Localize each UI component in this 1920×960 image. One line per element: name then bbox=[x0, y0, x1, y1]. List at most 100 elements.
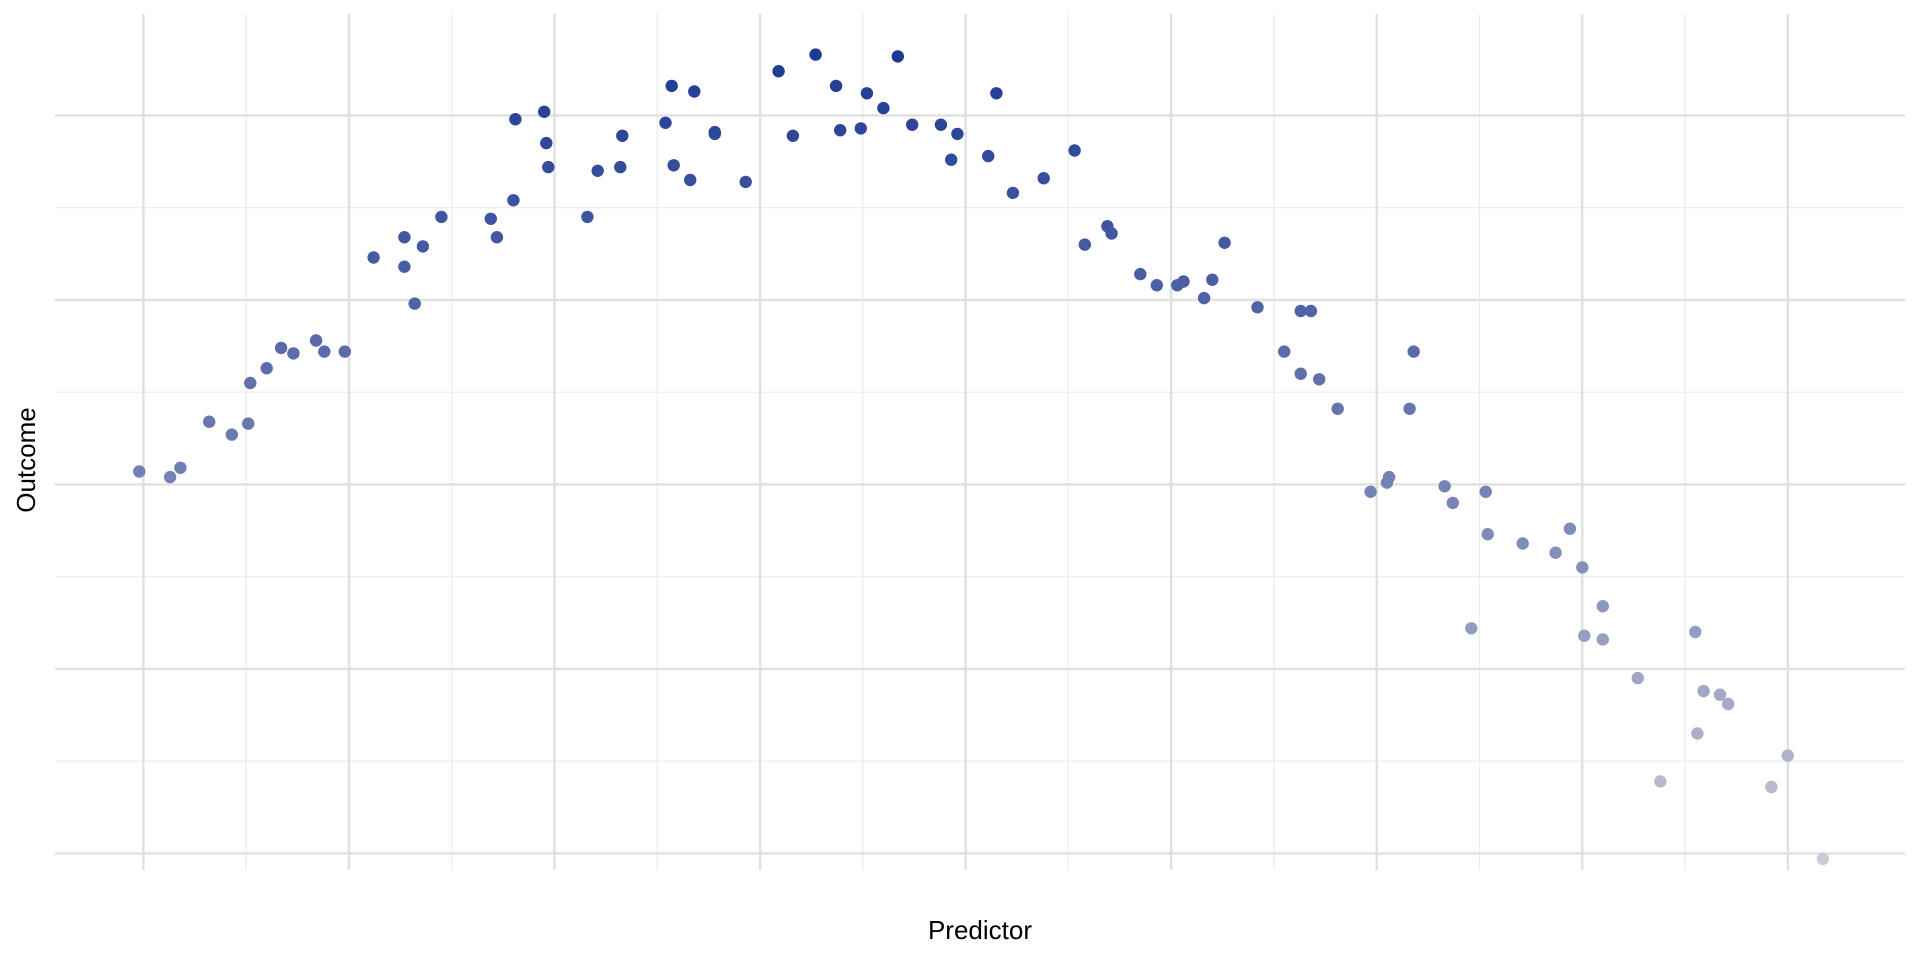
data-point bbox=[667, 159, 680, 172]
data-point bbox=[1068, 144, 1081, 157]
data-point bbox=[614, 160, 627, 174]
data-point bbox=[1631, 671, 1645, 685]
data-point bbox=[739, 175, 752, 189]
data-point bbox=[581, 210, 594, 224]
data-point bbox=[1578, 629, 1591, 642]
data-point bbox=[708, 127, 721, 141]
data-point bbox=[1197, 291, 1211, 305]
data-point bbox=[1781, 749, 1795, 762]
data-point bbox=[834, 124, 847, 137]
data-point bbox=[1516, 537, 1529, 550]
data-point bbox=[435, 210, 448, 224]
data-point bbox=[891, 50, 904, 63]
data-point bbox=[244, 376, 257, 390]
data-point bbox=[1331, 402, 1344, 415]
data-point bbox=[1294, 367, 1307, 380]
data-point bbox=[242, 417, 255, 430]
data-point bbox=[318, 345, 331, 358]
data-point bbox=[1654, 775, 1667, 788]
data-point bbox=[982, 149, 995, 163]
data-point bbox=[877, 101, 890, 115]
x-axis-title: Predictor bbox=[928, 915, 1032, 945]
data-point bbox=[1078, 238, 1092, 251]
data-point bbox=[1251, 301, 1264, 314]
data-point bbox=[1479, 485, 1492, 498]
data-point bbox=[1576, 561, 1589, 574]
data-point bbox=[945, 153, 958, 166]
data-point bbox=[1304, 304, 1318, 318]
data-point bbox=[665, 79, 678, 93]
data-point bbox=[1596, 633, 1610, 646]
data-point bbox=[338, 345, 351, 358]
data-point bbox=[1278, 345, 1291, 358]
data-point bbox=[772, 65, 785, 78]
data-point bbox=[1722, 697, 1735, 711]
data-point bbox=[484, 212, 497, 225]
data-point bbox=[1134, 267, 1147, 281]
data-point bbox=[398, 260, 411, 273]
data-point bbox=[1006, 186, 1020, 200]
data-point bbox=[408, 297, 421, 310]
data-point bbox=[659, 116, 672, 129]
data-point bbox=[809, 48, 822, 61]
data-point bbox=[1691, 727, 1704, 740]
data-point bbox=[1563, 522, 1577, 535]
data-point bbox=[274, 341, 288, 355]
data-point bbox=[934, 118, 948, 131]
data-point bbox=[367, 251, 380, 264]
data-point bbox=[1438, 480, 1451, 493]
data-point bbox=[1403, 402, 1416, 415]
data-point bbox=[1218, 236, 1231, 249]
data-point bbox=[1105, 227, 1118, 240]
data-point bbox=[507, 194, 520, 207]
data-point bbox=[829, 79, 843, 93]
data-point bbox=[1596, 600, 1610, 613]
data-point bbox=[542, 160, 555, 174]
data-point bbox=[174, 461, 187, 474]
data-point bbox=[684, 173, 697, 187]
data-point bbox=[1382, 470, 1396, 484]
data-point bbox=[860, 87, 874, 100]
data-point bbox=[1446, 496, 1460, 510]
data-point bbox=[490, 231, 504, 244]
data-point bbox=[688, 85, 701, 98]
data-point bbox=[1037, 172, 1050, 185]
data-point bbox=[203, 415, 216, 428]
data-point bbox=[1481, 528, 1494, 541]
grid-layer bbox=[55, 14, 1905, 870]
data-point bbox=[1177, 275, 1190, 288]
data-point bbox=[1765, 780, 1778, 794]
data-point bbox=[616, 129, 629, 142]
data-point bbox=[398, 231, 411, 244]
data-point bbox=[1465, 622, 1478, 635]
data-point bbox=[1689, 625, 1702, 639]
data-point bbox=[591, 164, 604, 177]
data-point bbox=[1549, 546, 1562, 559]
data-point bbox=[1364, 485, 1377, 498]
data-point bbox=[1816, 852, 1830, 866]
data-point bbox=[1697, 684, 1710, 698]
data-point bbox=[540, 136, 553, 150]
data-point bbox=[1206, 273, 1219, 286]
data-point bbox=[416, 240, 430, 253]
data-point bbox=[854, 122, 867, 135]
data-point bbox=[1313, 373, 1326, 386]
data-point bbox=[786, 129, 800, 142]
data-point bbox=[260, 362, 273, 375]
data-point bbox=[1713, 688, 1727, 701]
data-point bbox=[1150, 279, 1164, 292]
data-point bbox=[509, 113, 522, 126]
data-point bbox=[225, 428, 238, 441]
data-point bbox=[538, 105, 551, 119]
points-layer bbox=[133, 48, 1830, 866]
data-point bbox=[951, 127, 964, 141]
data-point bbox=[906, 118, 919, 131]
data-point bbox=[309, 334, 323, 347]
y-axis-title: Outcome bbox=[11, 407, 41, 513]
data-point bbox=[1294, 304, 1307, 318]
data-point bbox=[287, 347, 300, 360]
data-point bbox=[133, 465, 146, 478]
data-point bbox=[990, 87, 1003, 100]
